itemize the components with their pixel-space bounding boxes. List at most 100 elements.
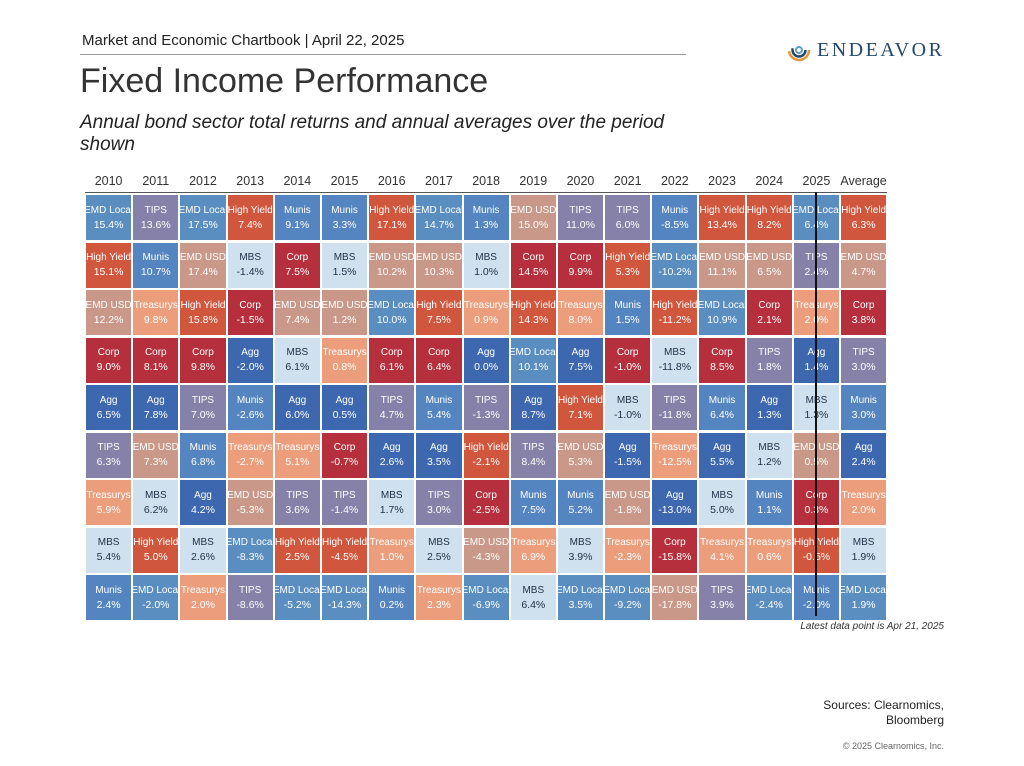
cell-value: 1.3% [757,408,782,421]
cell-value: 6.5% [96,408,121,421]
cell-value: 2.6% [191,551,215,563]
cell-sector: EMD USD [180,252,226,263]
cell-value: -5.3% [236,503,264,516]
cell-sector: TIPS [286,489,309,501]
cell-value: -1.4% [236,266,264,278]
cell-sector: Corp [758,299,781,311]
cell-value: 12.2% [93,313,124,326]
quilt-cell: Munis 1.3% [463,195,509,240]
cell-value: 0.6% [757,551,782,563]
quilt-cell: TIPS 6.3% [86,432,132,478]
cell-value: -2.6% [236,408,264,421]
column-header-2017: 2017 [425,174,453,188]
cell-sector: EMD USD [133,442,179,453]
cell-sector: Munis [95,584,122,596]
quilt-cell: Munis 7.5% [510,480,556,525]
cell-sector: MBS [428,537,450,548]
quilt-cell: TIPS -1.4% [321,480,368,525]
cell-value: 8.0% [568,313,593,326]
page-title: Fixed Income Performance [80,62,489,100]
cell-value: 6.2% [143,503,168,516]
quilt-cell: EMD Local 10.0% [369,290,415,335]
quilt-cell: EMD Local -8.3% [227,527,273,573]
cell-sector: Munis [236,394,264,406]
cell-value: 2.4% [851,456,876,468]
quilt-cell: EMD Local -10.2% [652,242,698,288]
cell-value: 8.1% [143,361,168,373]
cell-sector: Agg [382,442,401,453]
quilt-cell: TIPS 8.4% [510,432,556,478]
cell-sector: TIPS [427,489,451,501]
quilt-cell: TIPS 13.6% [133,195,179,240]
quilt-cell: High Yield -11.2% [652,290,698,335]
cell-sector: EMD USD [841,252,887,263]
quilt-cell: Corp -1.0% [605,337,651,383]
quilt-cell: EMD USD 10.2% [369,242,415,288]
cell-sector: Treasurys [605,537,650,548]
quilt-cell: Treasurys 2.0% [180,575,226,620]
cell-sector: EMD USD [605,489,651,501]
column-header-2014: 2014 [283,174,312,188]
cell-value: 3.5% [568,598,593,611]
quilt-row: High Yield 15.1% Munis 10.7% EMD USD 17.4% MBS… [85,242,887,291]
quilt-cell: High Yield -2.1% [463,432,509,478]
cell-value: 5.1% [285,456,310,468]
quilt-cell: Agg 8.7% [510,385,556,430]
cell-value: 0.8% [332,361,357,373]
cell-sector: High Yield [369,204,415,216]
cell-value: 1.3% [474,218,499,231]
quilt-cell: Treasurys 2.0% [841,480,887,525]
cell-value: 2.5% [285,551,310,563]
swirl-icon [787,38,811,62]
column-header-2024: 2024 [755,174,784,188]
quilt-cell: Agg -1.5% [605,432,651,478]
cell-sector: Treasurys [369,537,414,548]
quilt-cell: Treasurys 0.8% [321,337,368,383]
cell-value: -0.7% [330,456,359,468]
cell-value: 10.9% [707,313,737,326]
quilt-cell: Corp 8.5% [699,337,745,383]
cell-value: 8.5% [710,361,734,373]
cell-sector: Corp [192,347,214,358]
cell-sector: EMD USD [274,299,320,311]
cell-sector: Corp [144,347,167,358]
quilt-cell: TIPS 3.6% [274,480,320,525]
cell-sector: Agg [99,394,118,406]
cell-value: 15.4% [93,218,124,231]
cell-sector: Agg [618,442,637,453]
cell-value: 15.8% [188,313,218,326]
quilt-cell: MBS 6.1% [274,337,320,383]
cell-sector: EMD USD [416,252,462,263]
cell-sector: EMD USD [652,584,698,596]
cell-sector: MBS [569,537,592,548]
cell-sector: MBS [333,252,356,263]
quilt-cell: TIPS 11.0% [557,195,604,240]
column-header-2013: 2013 [236,174,265,188]
quilt-cell: Agg 2.6% [369,432,415,478]
cell-value: -5.2% [283,598,312,611]
quilt-cell: EMD Local 14.7% [416,195,462,240]
cell-value: 1.0% [379,551,404,563]
cell-value: 7.3% [143,456,168,468]
cell-value: 7.1% [568,408,593,421]
cell-value: 7.5% [521,503,546,516]
quilt-cell: Agg 6.0% [274,385,320,430]
quilt-cell: Agg 5.5% [699,432,745,478]
cell-sector: EMD Local [274,584,320,596]
column-header-2020: 2020 [566,174,595,188]
cell-sector: Treasurys [699,537,745,548]
cell-value: 6.4% [426,361,451,373]
quilt-cell: Corp -15.8% [652,527,698,573]
cell-sector: TIPS [758,347,781,358]
quilt-cell: Agg 6.5% [86,385,132,430]
quilt-cell: Munis 5.4% [416,385,462,430]
sources-line-1: Sources: Clearnomics, [823,698,944,712]
cell-sector: Munis [472,204,500,216]
cell-value: -13.0% [658,503,692,516]
quilt-row: EMD Local 15.4% TIPS 13.6% EMD Local 17.5% Hig… [85,195,887,243]
cell-value: 9.1% [285,218,310,231]
cell-value: 6.1% [285,361,310,373]
cell-sector: MBS [239,252,261,263]
cell-sector: EMD USD [463,537,509,548]
cell-sector: High Yield [322,537,368,548]
